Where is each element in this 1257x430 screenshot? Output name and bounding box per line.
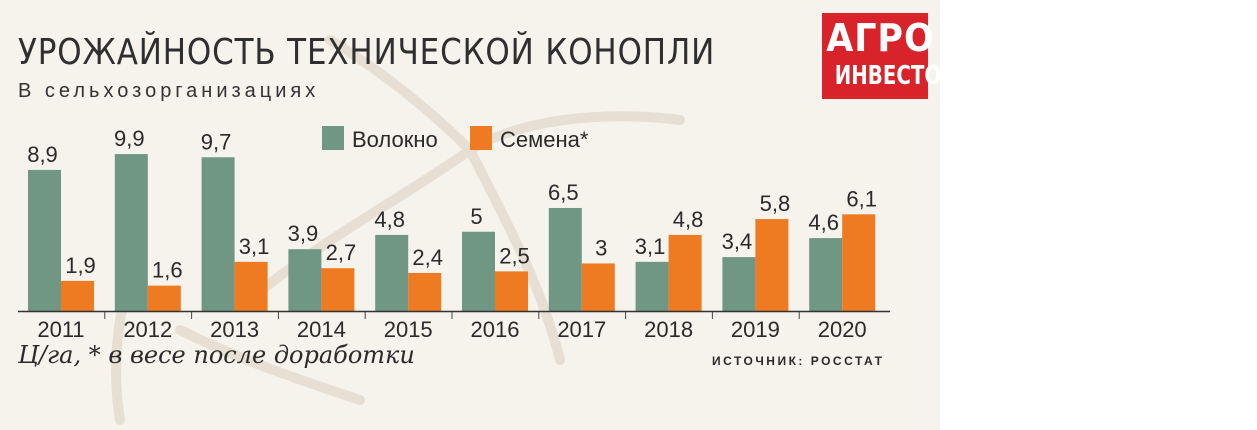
bar-seeds-2018 — [668, 234, 702, 311]
data-label-fiber-2013: 9,7 — [201, 129, 232, 154]
bar-fiber-2012 — [114, 154, 148, 311]
data-label-seeds-2013: 3,1 — [239, 234, 270, 259]
source-note: ИСТОЧНИК: РОССТАТ — [712, 354, 885, 368]
bar-seeds-2016 — [495, 271, 528, 311]
bar-fiber-2013 — [201, 157, 235, 311]
data-label-fiber-2018: 3,1 — [635, 234, 666, 259]
x-tick-2011: 2011 — [37, 317, 84, 342]
legend-swatch-seeds — [470, 126, 492, 150]
bar-fiber-2020 — [809, 238, 843, 311]
x-tick-2017: 2017 — [557, 317, 606, 342]
x-tick-2015: 2015 — [384, 317, 433, 342]
bar-seeds-2020 — [842, 214, 876, 311]
data-label-fiber-2015: 4,8 — [374, 207, 405, 232]
bar-fiber-2011 — [28, 169, 61, 311]
chart-title: УРОЖАЙНОСТЬ ТЕХНИЧЕСКОЙ КОНОПЛИ — [18, 32, 716, 73]
bar-seeds-2015 — [408, 272, 442, 311]
units-footnote: Ц/га, * в весе после доработки — [18, 341, 415, 369]
x-tick-2018: 2018 — [644, 317, 693, 342]
x-tick-2013: 2013 — [210, 317, 259, 342]
bar-seeds-2012 — [147, 285, 181, 311]
x-tick-2014: 2014 — [297, 317, 346, 342]
data-label-seeds-2015: 2,4 — [412, 245, 443, 270]
data-label-seeds-2016: 2,5 — [499, 243, 530, 268]
bar-chart: Волокно Семена* 8,9 1,9 2011 9,9 1,6 2012 9,7 3,1… — [18, 126, 890, 342]
data-label-seeds-2011: 1,9 — [65, 253, 96, 278]
data-label-fiber-2011: 8,9 — [27, 142, 58, 167]
bar-fiber-2018 — [635, 261, 669, 311]
bar-seeds-2013 — [234, 261, 268, 311]
bar-seeds-2019 — [755, 219, 789, 311]
data-label-fiber-2016: 5 — [470, 204, 482, 229]
bar-fiber-2019 — [722, 257, 756, 311]
bar-fiber-2015 — [375, 234, 409, 311]
legend-label-seeds: Семена* — [500, 127, 589, 152]
data-label-fiber-2020: 4,6 — [808, 210, 839, 235]
legend-swatch-fiber — [322, 126, 344, 150]
data-label-seeds-2020: 6,1 — [846, 186, 877, 211]
data-label-fiber-2019: 3,4 — [722, 229, 753, 254]
bar-fiber-2016 — [462, 231, 495, 311]
legend-label-fiber: Волокно — [352, 127, 438, 152]
chart-panel: УРОЖАЙНОСТЬ ТЕХНИЧЕСКОЙ КОНОПЛИ В сельхо… — [0, 0, 940, 430]
data-label-seeds-2012: 1,6 — [152, 258, 183, 283]
x-tick-2016: 2016 — [471, 317, 520, 342]
bar-fiber-2017 — [548, 207, 582, 311]
x-tick-2012: 2012 — [123, 317, 172, 342]
data-label-seeds-2017: 3 — [595, 235, 607, 260]
data-label-fiber-2012: 9,9 — [114, 126, 145, 151]
bar-seeds-2017 — [581, 263, 615, 311]
chart-subtitle: В сельхозорганизациях — [18, 80, 320, 102]
data-label-fiber-2014: 3,9 — [288, 221, 319, 246]
bar-fiber-2014 — [288, 249, 322, 311]
data-label-seeds-2014: 2,7 — [326, 240, 357, 265]
data-label-seeds-2019: 5,8 — [760, 191, 791, 216]
data-label-fiber-2017: 6,5 — [548, 180, 579, 205]
logo-line-1: АГРО — [826, 16, 935, 60]
agroinvestor-logo: АГРО ИНВЕСТОР — [822, 13, 940, 99]
bar-seeds-2014 — [321, 268, 355, 311]
data-label-seeds-2018: 4,8 — [673, 207, 704, 232]
x-tick-2020: 2020 — [818, 317, 867, 342]
x-tick-2019: 2019 — [731, 317, 780, 342]
bar-seeds-2011 — [61, 280, 94, 311]
